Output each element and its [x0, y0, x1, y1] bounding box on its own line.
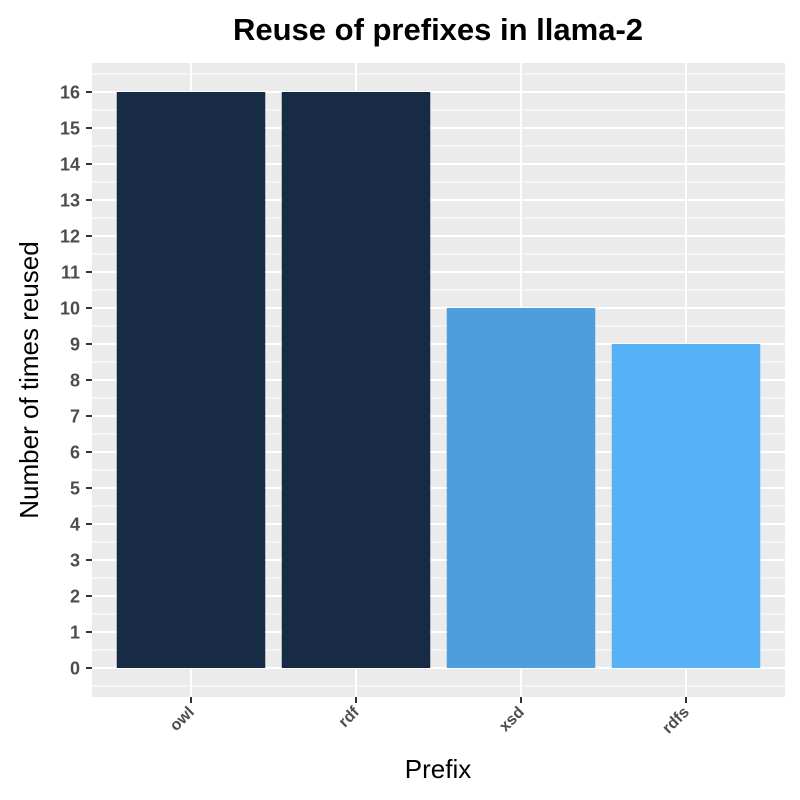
- y-tick-label: 12: [60, 227, 80, 247]
- y-tick-label: 5: [70, 479, 80, 499]
- bar-rdfs: [611, 344, 761, 668]
- y-tick-label: 4: [70, 515, 80, 535]
- chart-title: Reuse of prefixes in llama-2: [233, 12, 643, 47]
- y-tick-label: 14: [60, 155, 80, 175]
- y-tick-label: 0: [70, 659, 80, 679]
- y-tick-label: 1: [70, 623, 80, 643]
- y-tick-label: 15: [60, 119, 80, 139]
- y-tick-label: 7: [70, 407, 80, 427]
- y-tick-label: 6: [70, 443, 80, 463]
- y-tick-label: 13: [60, 191, 80, 211]
- y-tick-label: 10: [60, 299, 80, 319]
- bar-owl: [116, 92, 266, 668]
- y-axis-title: Number of times reused: [14, 241, 44, 518]
- x-tick-label: owl: [167, 704, 198, 735]
- y-tick-label: 16: [60, 83, 80, 103]
- x-tick-label: xsd: [496, 704, 528, 736]
- y-tick-label: 11: [61, 263, 80, 283]
- x-axis: owl rdf xsd rdfs: [167, 697, 693, 737]
- y-tick-label: 9: [70, 335, 80, 355]
- x-tick-label: rdf: [336, 703, 364, 731]
- y-tick-label: 3: [70, 551, 80, 571]
- bar-rdf: [281, 92, 431, 668]
- bars: [116, 92, 761, 668]
- y-tick-label: 8: [70, 371, 80, 391]
- x-tick-label: rdfs: [659, 704, 692, 737]
- bar-xsd: [446, 308, 596, 668]
- x-axis-title: Prefix: [405, 754, 471, 784]
- y-tick-label: 2: [70, 587, 80, 607]
